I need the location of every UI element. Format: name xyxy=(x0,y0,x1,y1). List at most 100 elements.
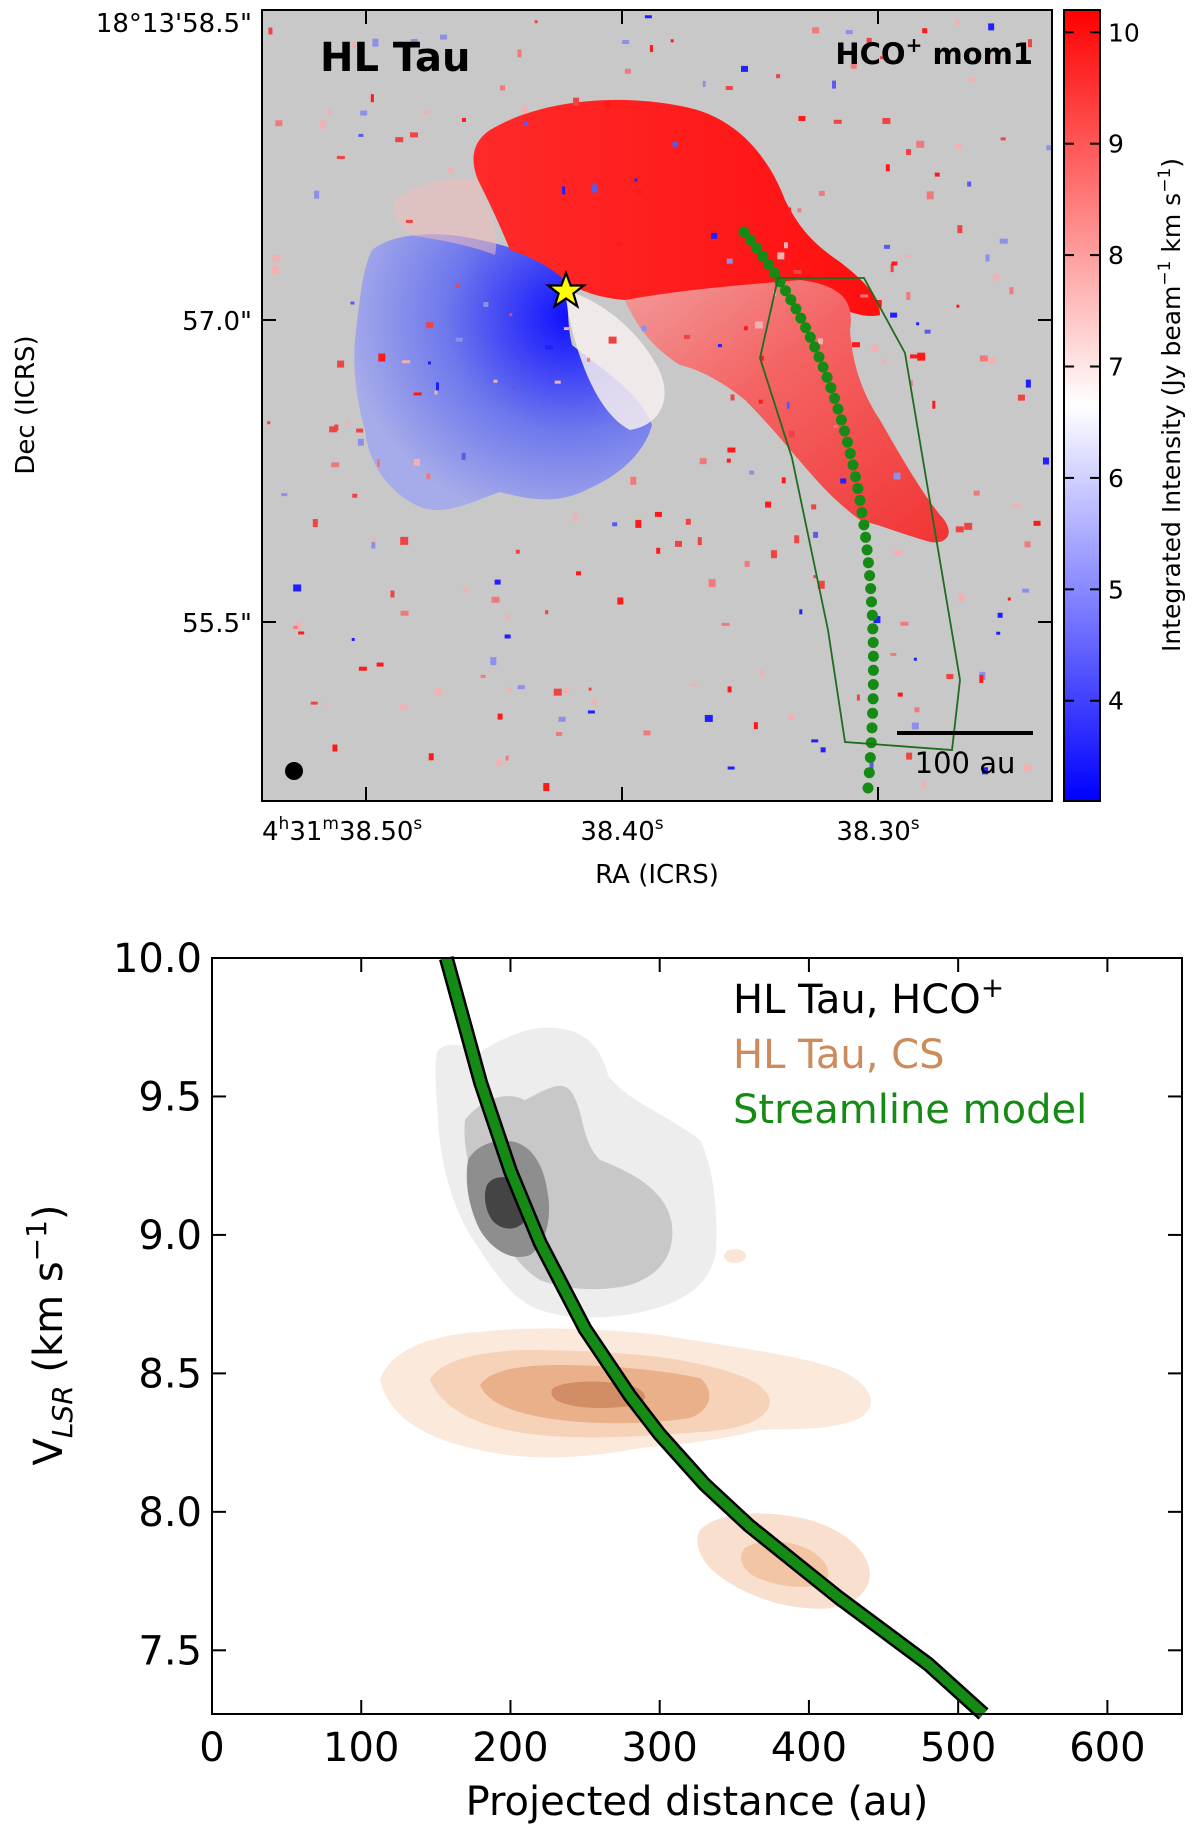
noise-pixel xyxy=(413,458,420,466)
streamline-points xyxy=(738,226,879,794)
noise-pixel xyxy=(635,519,642,528)
noise-pixel xyxy=(946,673,954,679)
noise-pixel xyxy=(812,27,820,34)
noise-pixel xyxy=(591,184,598,193)
streamline-point xyxy=(769,267,780,279)
noise-pixel xyxy=(817,338,823,345)
noise-pixels xyxy=(267,15,1052,792)
y-tick-label: 10.0 xyxy=(113,936,202,982)
noise-pixel xyxy=(850,63,857,69)
noise-pixel xyxy=(1046,145,1052,151)
noise-pixel xyxy=(708,579,716,588)
noise-pixel xyxy=(400,704,408,710)
noise-pixel xyxy=(727,338,733,345)
streamline-point xyxy=(809,341,821,353)
noise-pixel xyxy=(558,716,566,722)
noise-pixel xyxy=(586,357,590,362)
noise-pixel xyxy=(869,762,874,769)
noise-pixel xyxy=(794,535,800,544)
noise-pixel xyxy=(882,117,891,124)
noise-pixel xyxy=(654,511,662,517)
noise-pixel xyxy=(798,115,806,121)
map-emission: 100 au xyxy=(267,15,1052,794)
noise-pixel xyxy=(428,753,434,761)
noise-pixel xyxy=(644,15,652,19)
noise-pixel xyxy=(410,132,419,138)
noise-pixel xyxy=(405,219,413,223)
noise-pixel xyxy=(890,264,894,273)
noise-pixel xyxy=(545,610,549,615)
beam-ellipse xyxy=(285,762,303,780)
streamline-point xyxy=(863,767,875,779)
noise-pixel xyxy=(281,493,288,497)
noise-pixel xyxy=(876,299,882,307)
noise-pixel xyxy=(1013,504,1022,508)
noise-pixel xyxy=(1024,764,1032,772)
x-tick-label: 100 xyxy=(323,1725,399,1771)
noise-pixel xyxy=(378,353,386,362)
noise-pixel xyxy=(717,344,722,348)
noise-pixel xyxy=(916,140,925,148)
pv-legend: HL Tau, HCO+ HL Tau, CS Streamline model xyxy=(733,971,1087,1133)
noise-pixel xyxy=(1024,541,1031,548)
streamline-point xyxy=(790,303,802,315)
streamline-point xyxy=(804,331,816,343)
noise-pixel xyxy=(973,490,980,496)
colorbar-ticks: 4 5 6 7 8 9 10 xyxy=(1064,18,1140,716)
legend-entry-cs: HL Tau, CS xyxy=(733,1032,945,1078)
blue-lobe xyxy=(354,234,652,511)
x-tick-label: 200 xyxy=(472,1725,548,1771)
streamline-point xyxy=(866,722,878,734)
y-tick-label: 55.5" xyxy=(182,609,252,639)
red-lobe-upper xyxy=(473,99,880,317)
noise-pixel xyxy=(491,596,500,603)
noise-pixel xyxy=(968,77,976,82)
noise-pixel xyxy=(649,45,653,53)
noise-pixel xyxy=(461,452,466,460)
noise-pixel xyxy=(448,167,454,173)
noise-pixel xyxy=(996,631,1001,635)
streamline-point xyxy=(856,507,868,519)
noise-pixel xyxy=(894,550,903,556)
legend-entry-hco: HL Tau, HCO+ xyxy=(733,971,1004,1023)
noise-pixel xyxy=(656,547,661,554)
noise-pixel xyxy=(777,252,785,260)
noise-pixel xyxy=(685,518,691,525)
noise-pixel xyxy=(331,462,340,468)
noise-pixel xyxy=(1007,597,1011,601)
noise-pixel xyxy=(726,458,731,463)
noise-pixel xyxy=(505,755,509,761)
noise-pixel xyxy=(612,522,618,527)
noise-pixel xyxy=(879,56,886,60)
noise-pixel xyxy=(922,28,928,34)
noise-pixel xyxy=(504,614,510,619)
noise-pixel xyxy=(410,38,418,45)
noise-pixel xyxy=(298,631,305,635)
noise-pixel xyxy=(788,430,795,438)
noise-pixel xyxy=(997,612,1003,618)
x-tick-label: 4h31m38.50s xyxy=(262,814,422,847)
noise-pixel xyxy=(699,458,707,465)
noise-pixel xyxy=(293,625,298,629)
streamline-point xyxy=(854,495,866,506)
map-x-axis-label: RA (ICRS) xyxy=(595,860,719,890)
streamline-point xyxy=(751,242,763,254)
noise-pixel xyxy=(329,426,338,433)
streamline-point xyxy=(862,782,874,794)
y-tick-label: 7.5 xyxy=(138,1628,202,1674)
streamline-point xyxy=(862,557,874,569)
noise-pixel xyxy=(832,80,837,89)
noise-pixel xyxy=(413,392,422,396)
colorbar-gradient xyxy=(1063,9,1101,802)
noise-pixel xyxy=(440,34,448,40)
noise-pixel xyxy=(573,97,580,106)
streamline-point xyxy=(867,664,879,676)
noise-pixel xyxy=(787,207,792,216)
noise-pixel xyxy=(371,541,376,549)
noise-pixel xyxy=(575,571,581,576)
streamline-point xyxy=(844,448,856,459)
noise-pixel xyxy=(934,172,940,177)
streamline-point xyxy=(829,392,841,404)
noise-pixel xyxy=(897,692,903,697)
noise-pixel xyxy=(786,401,790,409)
